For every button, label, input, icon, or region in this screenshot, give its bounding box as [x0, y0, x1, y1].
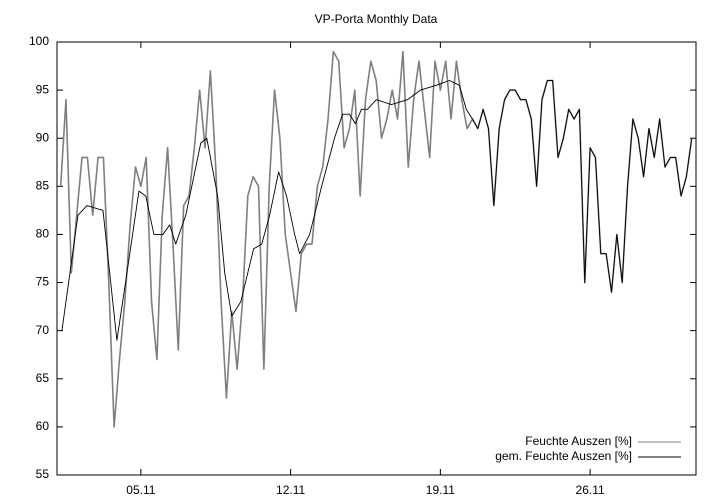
y-tick-label: 70: [36, 323, 50, 337]
x-tick-label: 19.11: [426, 483, 455, 497]
y-tick-label: 60: [36, 419, 50, 433]
x-tick-label: 26.11: [576, 483, 605, 497]
y-tick-label: 95: [36, 82, 50, 96]
y-tick-label: 65: [36, 371, 50, 385]
legend-label: gem. Feuchte Auszen [%]: [495, 449, 632, 463]
y-tick-label: 75: [36, 275, 50, 289]
y-tick-label: 90: [36, 130, 50, 144]
plot-border: [56, 41, 697, 476]
chart-title: VP-Porta Monthly Data: [315, 12, 438, 26]
y-tick-label: 55: [36, 467, 50, 481]
y-tick-label: 85: [36, 179, 50, 193]
legend-label: Feuchte Auszen [%]: [525, 434, 632, 448]
series-line: [61, 80, 693, 341]
y-tick-label: 100: [29, 34, 49, 48]
x-tick-label: 12.11: [276, 483, 305, 497]
x-tick-label: 05.11: [126, 483, 155, 497]
y-tick-label: 80: [36, 227, 50, 241]
